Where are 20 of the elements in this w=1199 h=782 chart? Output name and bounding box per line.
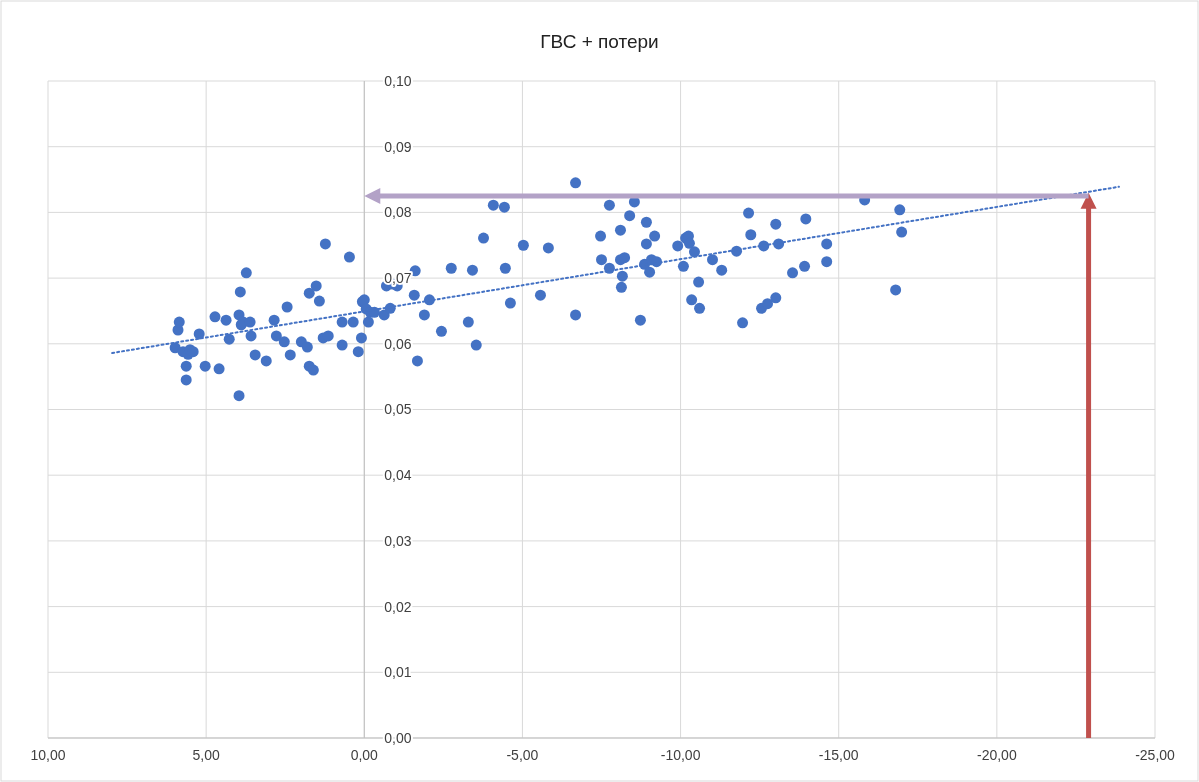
x-tick-label: 10,00 (30, 747, 66, 763)
y-tick-label: 0,10 (384, 72, 412, 89)
y-tick-label: 0,00 (384, 729, 412, 746)
x-tick-label: -25,00 (1135, 747, 1176, 763)
x-tick-label: -10,00 (660, 747, 701, 763)
x-tick-label: -15,00 (818, 747, 859, 763)
chart-title: ГВС + потери (540, 31, 659, 52)
x-tick-label: -20,00 (977, 747, 1017, 763)
y-tick-label: 0,07 (384, 270, 412, 286)
y-tick-label: 0,06 (384, 335, 412, 352)
x-tick-label: 5,00 (192, 747, 220, 763)
y-tick-label: 0,02 (384, 598, 412, 615)
y-tick-label: 0,08 (384, 204, 412, 221)
y-tick-label: 0,04 (384, 467, 412, 484)
x-tick-label: 0,00 (350, 747, 379, 763)
y-tick-label: 0,05 (384, 401, 412, 418)
x-tick-label: -5,00 (506, 747, 539, 763)
y-tick-label: 0,09 (384, 138, 412, 155)
y-tick-label: 0,03 (384, 532, 412, 549)
y-tick-label: 0,01 (384, 664, 412, 681)
